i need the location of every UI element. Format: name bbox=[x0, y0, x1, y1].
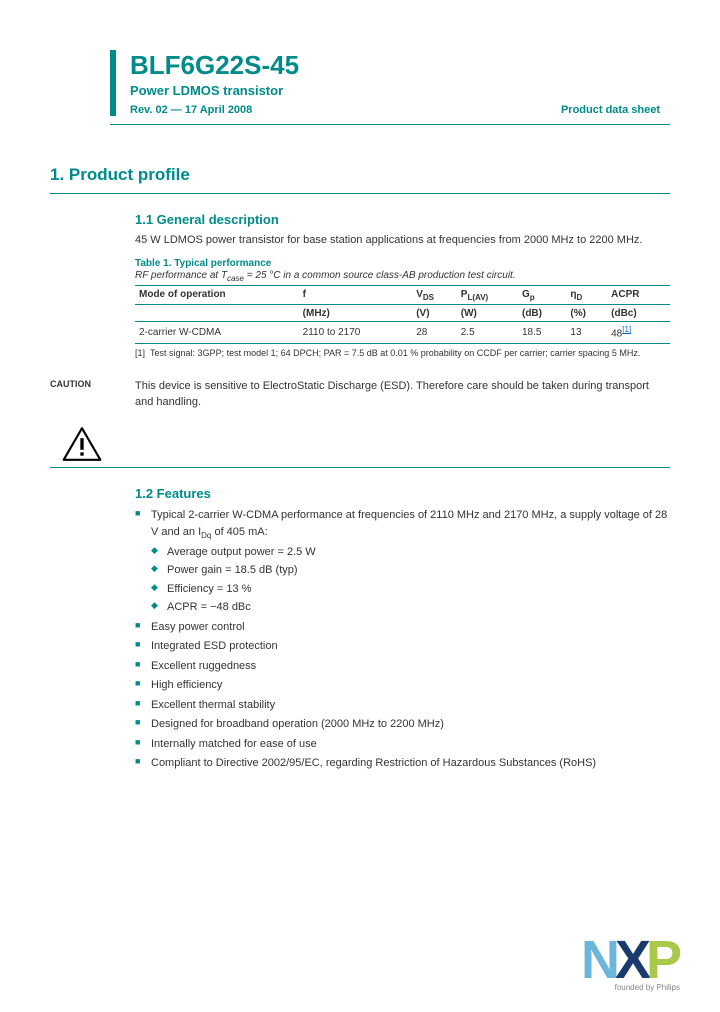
subsection-1-2-title: 1.2 Features bbox=[135, 486, 670, 501]
header-divider bbox=[110, 124, 670, 125]
col-f: f bbox=[299, 286, 413, 305]
unit-gp: (dB) bbox=[518, 305, 566, 322]
feature-item: Designed for broadband operation (2000 M… bbox=[135, 716, 670, 733]
performance-table: Mode of operation f VDS PL(AV) Gp ηD ACP… bbox=[135, 285, 670, 343]
section-divider bbox=[50, 193, 670, 194]
unit-eta: (%) bbox=[566, 305, 607, 322]
caution-divider bbox=[50, 467, 670, 468]
document-type: Product data sheet bbox=[561, 104, 660, 116]
feature-item: Integrated ESD protection bbox=[135, 638, 670, 655]
footnote-1: [1] Test signal: 3GPP; test model 1; 64 … bbox=[135, 348, 670, 360]
product-subtitle: Power LDMOS transistor bbox=[130, 83, 670, 98]
col-eta: ηD bbox=[566, 286, 607, 305]
sub-feature-item: ACPR = −48 dBc bbox=[151, 599, 670, 616]
col-vds: VDS bbox=[412, 286, 457, 305]
feature-item: Excellent ruggedness bbox=[135, 658, 670, 675]
warning-icon bbox=[50, 422, 670, 467]
sub-features-list: Average output power = 2.5 W Power gain … bbox=[151, 544, 670, 616]
subsection-1-1-title: 1.1 General description bbox=[135, 212, 670, 227]
footnote-link-1[interactable]: [1] bbox=[622, 325, 631, 334]
document-header: BLF6G22S-45 Power LDMOS transistor Rev. … bbox=[110, 50, 670, 116]
col-acpr: ACPR bbox=[607, 286, 670, 305]
feature-item: High efficiency bbox=[135, 677, 670, 694]
caution-label: CAUTION bbox=[50, 379, 135, 416]
general-description-text: 45 W LDMOS power transistor for base sta… bbox=[135, 233, 670, 248]
feature-item: Internally matched for ease of use bbox=[135, 736, 670, 753]
table-row: 2-carrier W-CDMA 2110 to 2170 28 2.5 18.… bbox=[135, 322, 670, 343]
part-number: BLF6G22S-45 bbox=[130, 50, 670, 81]
col-plav: PL(AV) bbox=[457, 286, 518, 305]
col-gp: Gp bbox=[518, 286, 566, 305]
caution-text: This device is sensitive to ElectroStati… bbox=[135, 379, 670, 410]
unit-plav: (W) bbox=[457, 305, 518, 322]
feature-item: Compliant to Directive 2002/95/EC, regar… bbox=[135, 755, 670, 772]
table-1-caption: Table 1. Typical performance bbox=[135, 258, 670, 269]
feature-item: Easy power control bbox=[135, 619, 670, 636]
unit-vds: (V) bbox=[412, 305, 457, 322]
table-1-subcaption: RF performance at Tcase = 25 °C in a com… bbox=[135, 270, 670, 283]
sub-feature-item: Average output power = 2.5 W bbox=[151, 544, 670, 561]
feature-item: Excellent thermal stability bbox=[135, 697, 670, 714]
sub-feature-item: Efficiency = 13 % bbox=[151, 581, 670, 598]
nxp-logo: N X P founded by Philips bbox=[581, 929, 680, 992]
col-mode: Mode of operation bbox=[135, 286, 299, 305]
revision-date: Rev. 02 — 17 April 2008 bbox=[130, 104, 252, 116]
unit-f: (MHz) bbox=[299, 305, 413, 322]
sub-feature-item: Power gain = 18.5 dB (typ) bbox=[151, 562, 670, 579]
section-1-title: 1. Product profile bbox=[50, 165, 670, 185]
unit-acpr: (dBc) bbox=[607, 305, 670, 322]
features-list: Typical 2-carrier W-CDMA performance at … bbox=[135, 507, 670, 772]
feature-item: Typical 2-carrier W-CDMA performance at … bbox=[135, 507, 670, 616]
